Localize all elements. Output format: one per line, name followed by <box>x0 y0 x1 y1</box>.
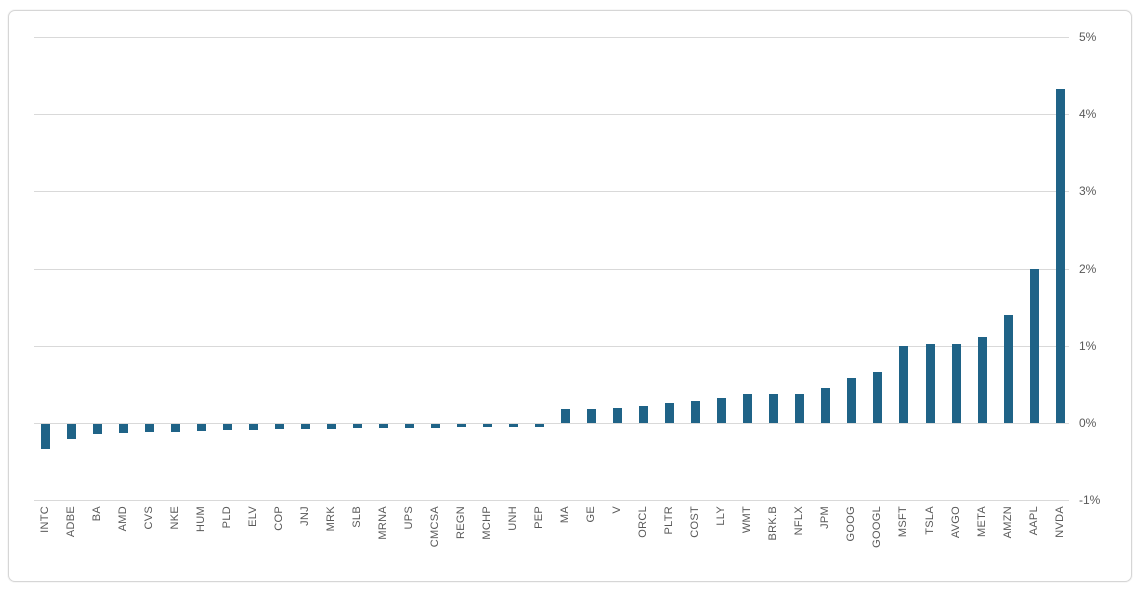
category-label-MA: MA <box>559 506 571 524</box>
bar-JPM <box>821 388 830 423</box>
category-label-COST: COST <box>689 506 701 538</box>
bar-HUM <box>197 424 206 431</box>
category-label-META: META <box>976 506 988 537</box>
bar-META <box>978 337 987 423</box>
category-label-PLD: PLD <box>221 506 233 529</box>
category-label-COP: COP <box>273 506 285 531</box>
y-axis-tick-label: 2% <box>1079 262 1097 276</box>
bar-JNJ <box>301 424 310 429</box>
bar-UNH <box>509 424 518 427</box>
bar-NFLX <box>795 394 804 423</box>
gridline <box>34 269 1069 270</box>
bar-ELV <box>249 424 258 430</box>
bar-NVDA <box>1056 89 1065 423</box>
bar-MSFT <box>899 346 908 423</box>
bar-WMT <box>743 394 752 423</box>
category-label-GOOGL: GOOGL <box>871 506 883 548</box>
gridline <box>34 500 1069 501</box>
bar-GOOGL <box>873 372 882 423</box>
category-label-BA: BA <box>91 506 103 522</box>
category-label-PLTR: PLTR <box>663 506 675 535</box>
bar-NKE <box>171 424 180 432</box>
y-axis-tick-label: 1% <box>1079 339 1097 353</box>
category-label-REGN: REGN <box>455 506 467 539</box>
category-label-UNH: UNH <box>507 506 519 531</box>
category-label-JNJ: JNJ <box>299 506 311 526</box>
bar-PEP <box>535 424 544 427</box>
category-label-JPM: JPM <box>819 506 831 529</box>
bar-MA <box>561 409 570 423</box>
bar-UPS <box>405 424 414 428</box>
category-label-PEP: PEP <box>533 506 545 529</box>
category-label-AMD: AMD <box>117 506 129 532</box>
bar-GOOG <box>847 378 856 423</box>
category-label-NKE: NKE <box>169 506 181 530</box>
bar-BA <box>93 424 102 434</box>
gridline <box>34 346 1069 347</box>
category-label-WMT: WMT <box>741 506 753 534</box>
bar-V <box>613 408 622 423</box>
category-label-UPS: UPS <box>403 506 415 530</box>
bar-ORCL <box>639 406 648 423</box>
bar-AAPL <box>1030 269 1039 423</box>
bar-ADBE <box>67 424 76 439</box>
category-label-CMCSA: CMCSA <box>429 506 441 548</box>
chart-card: 5% 4% 3% 2% 1% 0% -1% INTC ADBE BA AMD CVS NKE HUM PLD… <box>8 10 1132 582</box>
y-axis-tick-label: 5% <box>1079 30 1097 44</box>
bar-MRNA <box>379 424 388 428</box>
bar-INTC <box>41 424 50 449</box>
category-label-INTC: INTC <box>39 506 51 533</box>
bar-SLB <box>353 424 362 428</box>
gridline <box>34 191 1069 192</box>
category-label-ADBE: ADBE <box>65 506 77 538</box>
bar-COST <box>691 401 700 423</box>
plot-area: 5% 4% 3% 2% 1% 0% -1% INTC ADBE BA AMD CVS NKE HUM PLD… <box>9 11 1131 581</box>
bar-COP <box>275 424 284 429</box>
bar-REGN <box>457 424 466 427</box>
bar-MRK <box>327 424 336 429</box>
bar-AMD <box>119 424 128 433</box>
category-label-MRNA: MRNA <box>377 506 389 540</box>
category-label-BRK.B: BRK.B <box>767 506 779 541</box>
category-label-SLB: SLB <box>351 506 363 528</box>
bar-PLTR <box>665 403 674 423</box>
bar-CMCSA <box>431 424 440 428</box>
y-axis-tick-label: 4% <box>1079 107 1097 121</box>
bar-TSLA <box>926 344 935 423</box>
category-label-NFLX: NFLX <box>793 506 805 536</box>
category-label-ELV: ELV <box>247 506 259 527</box>
bar-CVS <box>145 424 154 432</box>
category-label-LLY: LLY <box>715 506 727 526</box>
y-axis-tick-label: 0% <box>1079 416 1097 430</box>
bar-LLY <box>717 398 726 423</box>
category-label-V: V <box>611 506 623 514</box>
bar-AVGO <box>952 344 961 423</box>
y-axis-tick-label: 3% <box>1079 184 1097 198</box>
gridline <box>34 37 1069 38</box>
category-label-GE: GE <box>585 506 597 523</box>
category-label-NVDA: NVDA <box>1054 506 1066 538</box>
category-label-AMZN: AMZN <box>1002 506 1014 539</box>
gridline <box>34 423 1069 424</box>
category-label-MSFT: MSFT <box>897 506 909 538</box>
category-label-MCHP: MCHP <box>481 506 493 540</box>
bar-PLD <box>223 424 232 430</box>
bar-AMZN <box>1004 315 1013 423</box>
bar-MCHP <box>483 424 492 427</box>
category-label-TSLA: TSLA <box>924 506 936 535</box>
gridline <box>34 114 1069 115</box>
bar-GE <box>587 409 596 423</box>
category-label-MRK: MRK <box>325 506 337 532</box>
category-label-CVS: CVS <box>143 506 155 530</box>
category-label-GOOG: GOOG <box>845 506 857 542</box>
y-axis-tick-label: -1% <box>1079 493 1101 507</box>
category-label-AAPL: AAPL <box>1028 506 1040 536</box>
category-label-AVGO: AVGO <box>950 506 962 539</box>
category-label-HUM: HUM <box>195 506 207 532</box>
category-label-ORCL: ORCL <box>637 506 649 538</box>
bar-BRK.B <box>769 394 778 423</box>
